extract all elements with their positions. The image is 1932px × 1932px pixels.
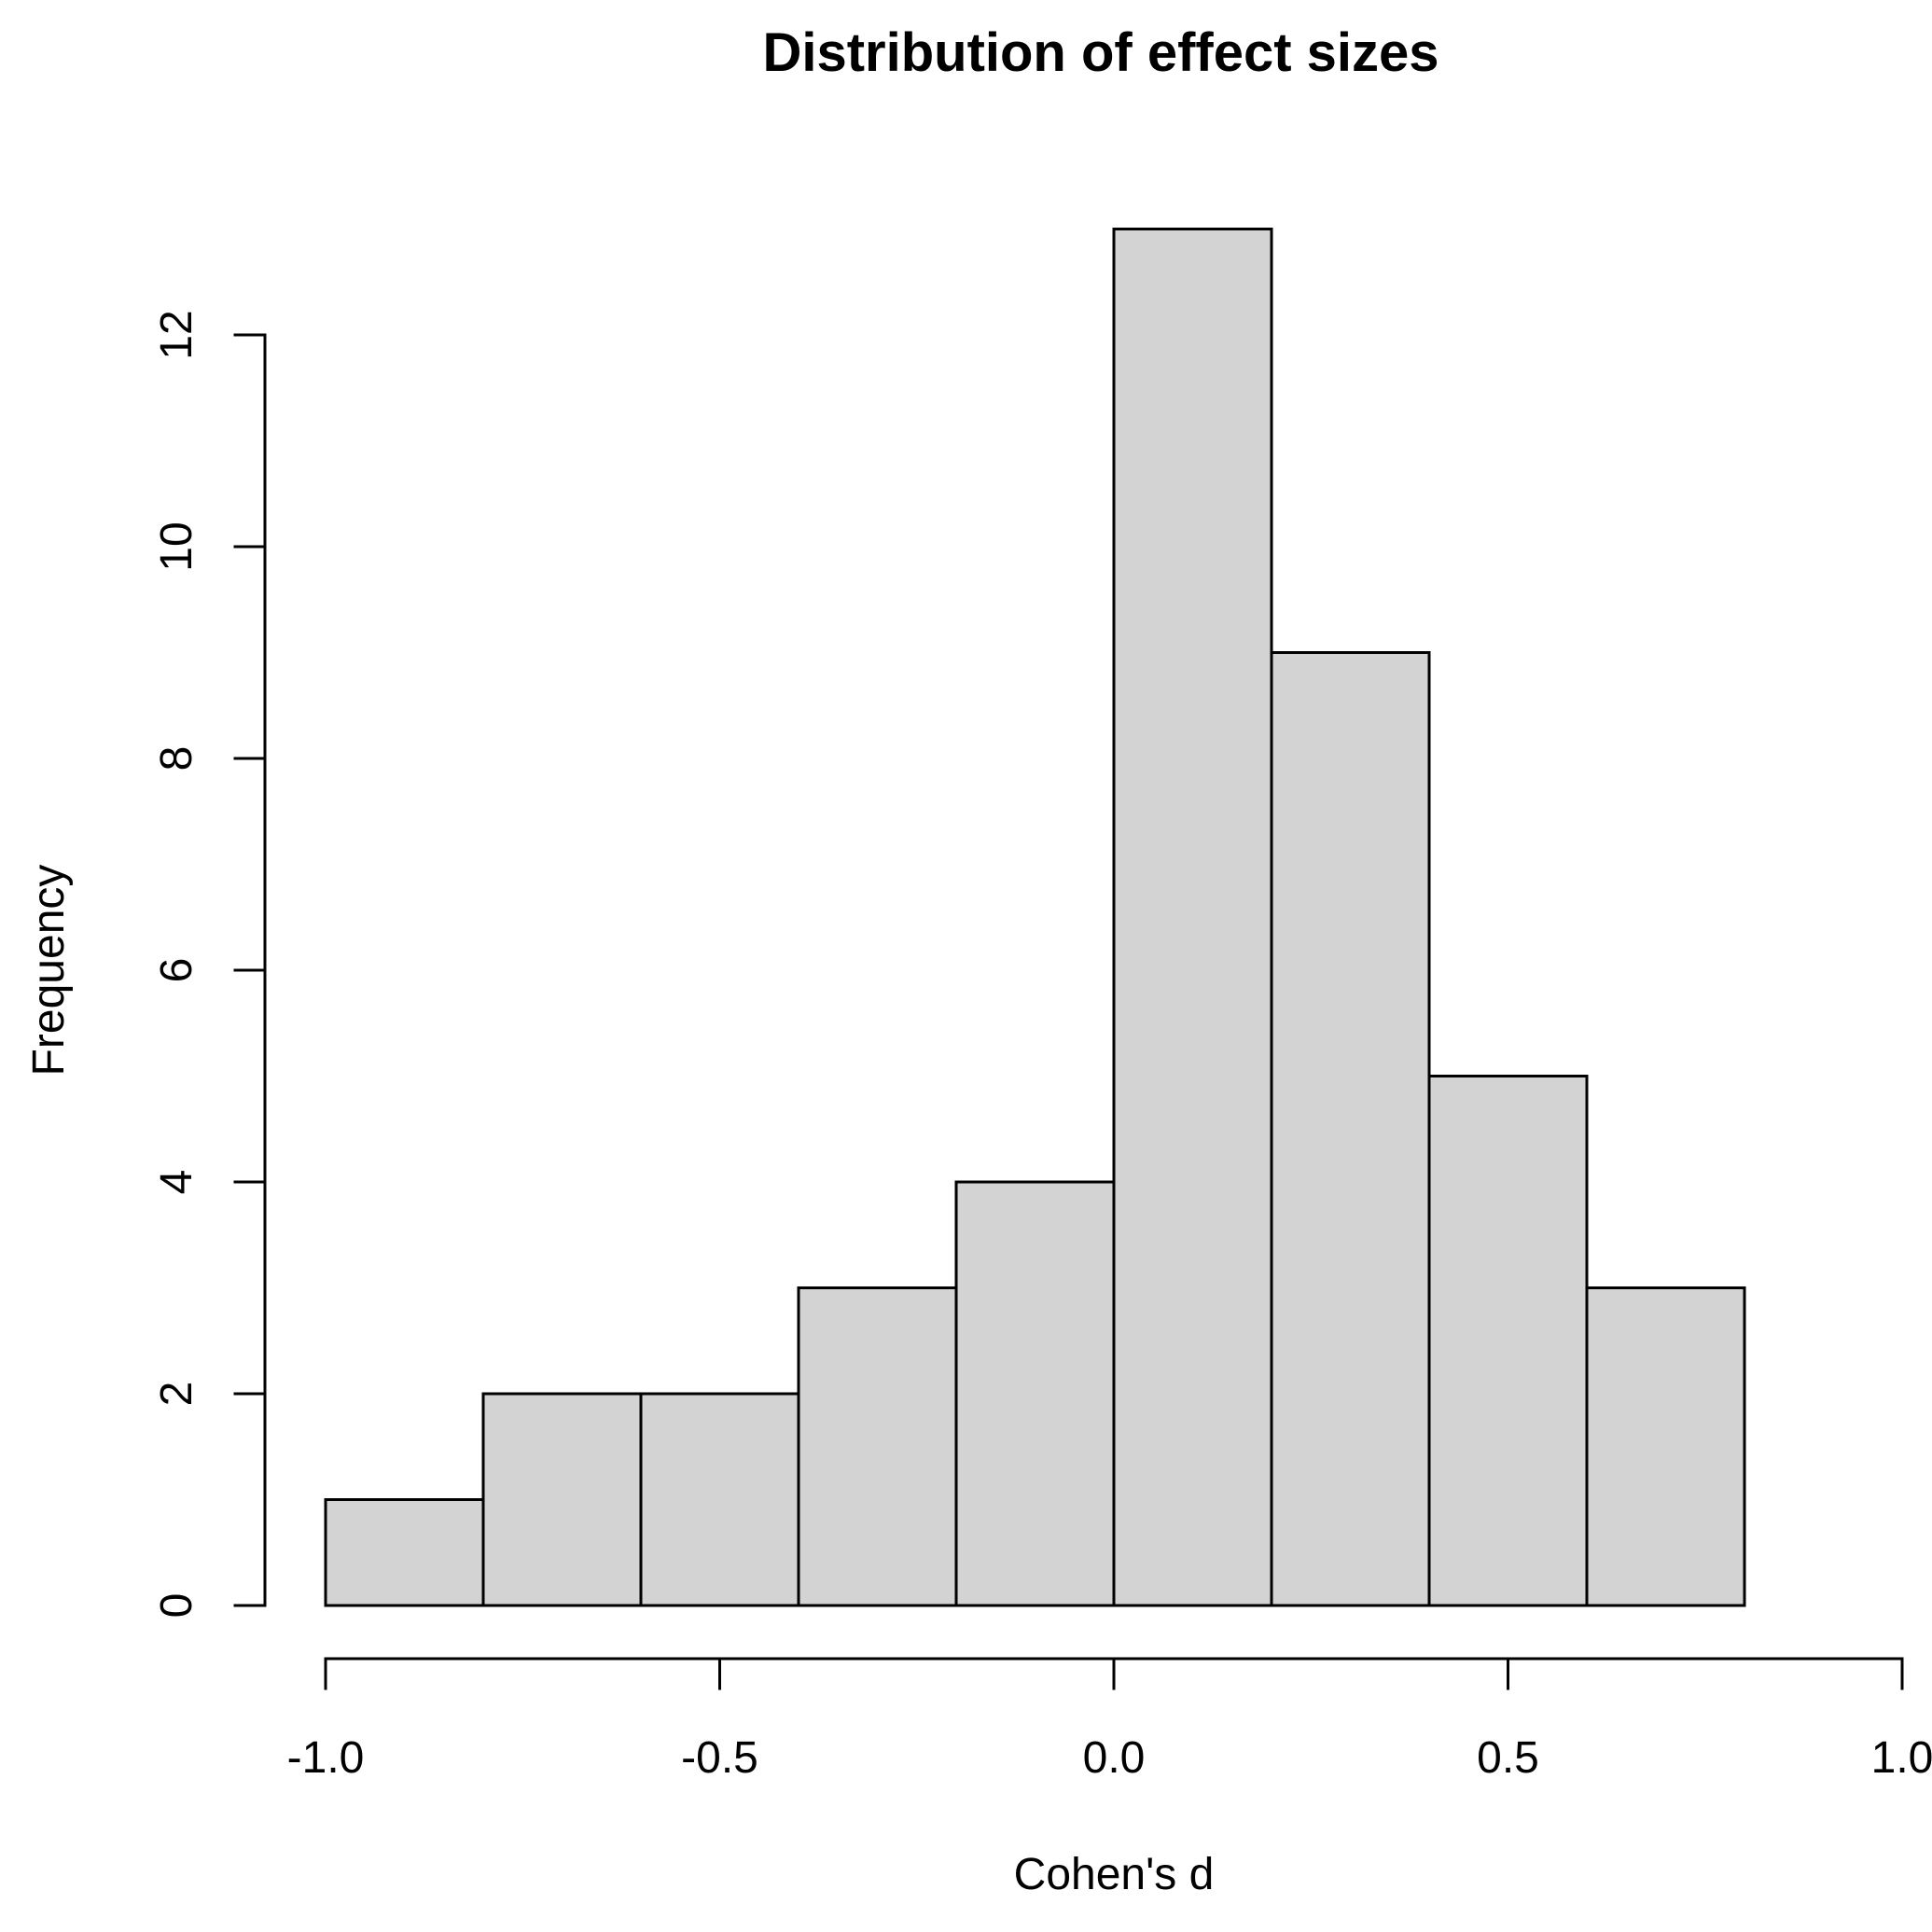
histogram-bar (954, 1180, 1116, 1607)
y-tick-label: 12 (152, 310, 202, 359)
y-axis-title: Frequency (24, 865, 74, 1077)
y-tick-label: 8 (152, 746, 202, 771)
chart-title: Distribution of effect sizes (762, 22, 1439, 83)
bars-group (324, 228, 1746, 1607)
histogram-bar (639, 1392, 800, 1607)
y-tick-label: 2 (152, 1382, 202, 1407)
x-tick-label: -1.0 (287, 1733, 365, 1783)
y-tick-label: 6 (152, 958, 202, 983)
y-tick-label: 10 (152, 521, 202, 571)
x-tick-label: 0.0 (1083, 1733, 1146, 1783)
histogram-bar (1112, 228, 1273, 1607)
histogram-bar (481, 1392, 643, 1607)
y-tick-label: 4 (152, 1170, 202, 1195)
histogram-bar (797, 1286, 958, 1607)
x-tick-label: 1.0 (1871, 1733, 1932, 1783)
histogram-bar (1585, 1286, 1746, 1607)
histogram-bar (324, 1498, 485, 1607)
x-axis-title: Cohen's d (1014, 1850, 1215, 1899)
histogram-bar (1427, 1075, 1589, 1607)
x-tick-label: 0.5 (1477, 1733, 1539, 1783)
x-tick-label: -0.5 (681, 1733, 758, 1783)
y-tick-label: 0 (152, 1593, 202, 1619)
axes-group: 0 2 4 6 8 10 12 -1.0 -0.5 0.0 0.5 1.0 (152, 310, 1932, 1783)
histogram-bar (1270, 651, 1431, 1607)
